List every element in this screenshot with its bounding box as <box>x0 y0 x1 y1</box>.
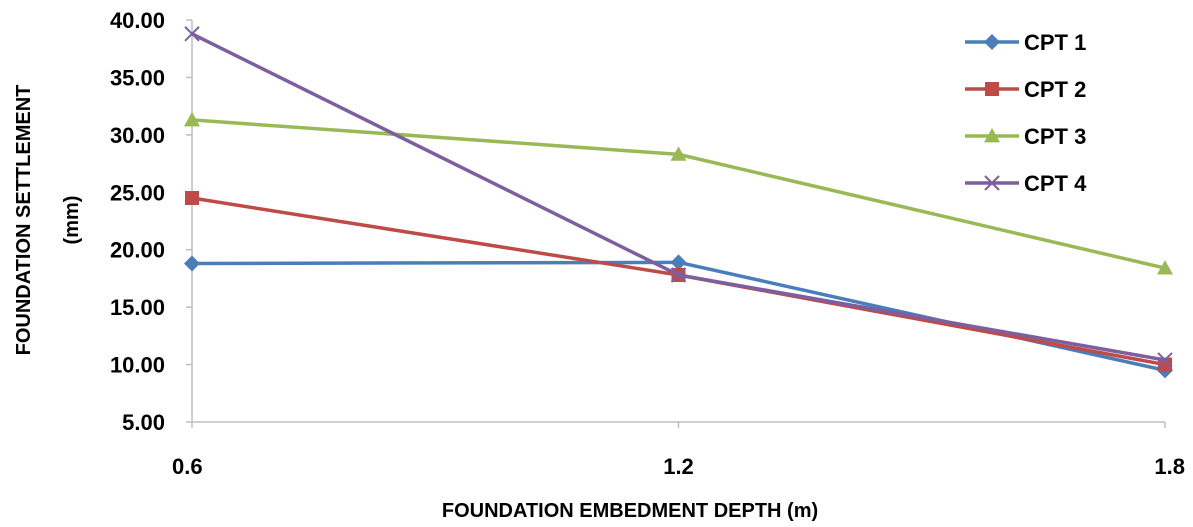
series-cpt-3 <box>184 111 1173 275</box>
data-point-stroke <box>670 267 687 283</box>
legend-label: CPT 1 <box>1024 30 1086 55</box>
x-axis-ticks: 0.6 1.2 1.8 <box>172 422 1185 479</box>
y-tick-label: 25.00 <box>110 180 165 205</box>
chart-series <box>184 26 1173 379</box>
data-point <box>984 128 1000 143</box>
data-point <box>184 26 200 42</box>
y-tick-label: 5.00 <box>122 410 165 435</box>
data-point <box>670 146 687 161</box>
data-point <box>184 111 200 127</box>
legend-entry: CPT 1 <box>965 30 1086 55</box>
chart-legend: CPT 1 CPT 2 CPT 3 CPT 4 <box>965 30 1087 196</box>
x-tick-label: 0.6 <box>172 454 203 479</box>
legend-label: CPT 2 <box>1024 77 1086 102</box>
data-point <box>184 255 200 272</box>
y-tick-label: 10.00 <box>110 353 165 378</box>
x-tick-label: 1.8 <box>1154 454 1185 479</box>
data-point-stroke <box>1157 352 1173 368</box>
y-tick-label: 35.00 <box>110 65 165 90</box>
data-point <box>985 82 999 96</box>
y-axis-ticks: 5.00 10.00 15.00 20.00 25.00 30.00 35.00 40.00 <box>110 8 192 435</box>
series-cpt-4 <box>184 26 1173 368</box>
legend-entry: CPT 3 <box>965 124 1086 149</box>
data-point <box>670 254 687 271</box>
data-point-stroke <box>184 26 200 42</box>
data-point <box>1157 352 1173 368</box>
y-tick-label: 40.00 <box>110 8 165 33</box>
legend-label: CPT 4 <box>1024 171 1087 196</box>
data-point-stroke <box>984 175 1000 191</box>
data-point <box>1157 260 1173 275</box>
series-line <box>191 32 1166 362</box>
legend-entry: CPT 2 <box>965 77 1086 102</box>
x-tick-label: 1.2 <box>663 454 694 479</box>
legend-entry: CPT 4 <box>965 171 1087 196</box>
y-tick-label: 15.00 <box>110 295 165 320</box>
data-point <box>670 267 687 283</box>
series-line <box>191 118 1166 270</box>
series-cpt-2 <box>185 191 1172 372</box>
data-point <box>185 191 199 206</box>
y-tick-label: 20.00 <box>110 238 165 263</box>
x-axis-title: FOUNDATION EMBEDMENT DEPTH (m) <box>442 500 818 522</box>
y-axis-title-line-2: (mm) <box>61 196 83 245</box>
legend-label: CPT 3 <box>1024 124 1086 149</box>
y-axis-title-line-1: FOUNDATION SETTLEMENT <box>13 85 35 356</box>
data-point <box>984 34 1000 50</box>
y-tick-label: 30.00 <box>110 123 165 148</box>
data-point <box>984 175 1000 191</box>
y-axis-title: FOUNDATION SETTLEMENT (mm) <box>13 85 83 356</box>
